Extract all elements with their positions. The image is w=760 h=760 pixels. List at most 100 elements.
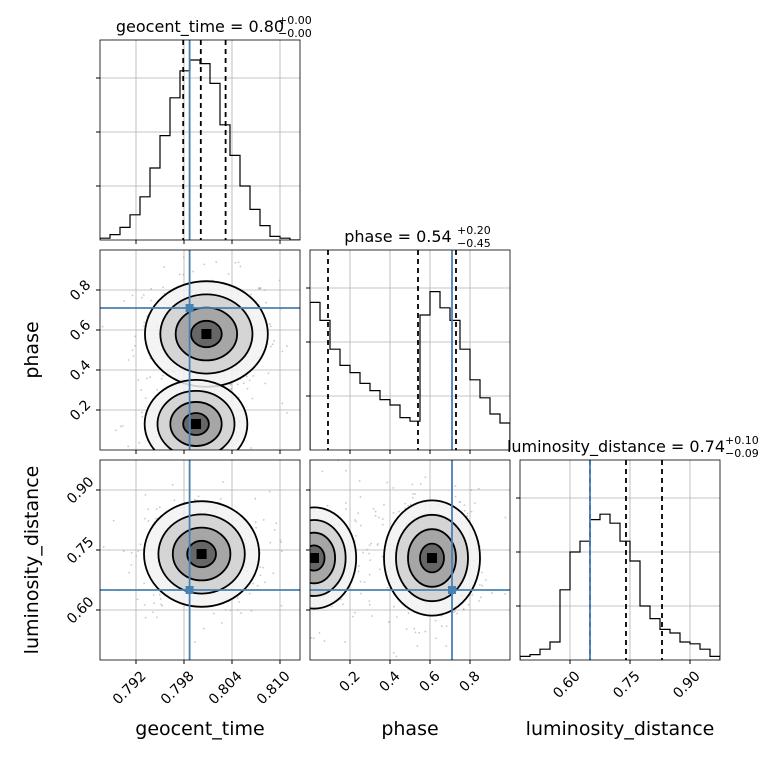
sample-point xyxy=(252,375,255,377)
sample-point xyxy=(158,593,161,596)
sample-point xyxy=(303,629,305,631)
sample-point xyxy=(178,273,181,276)
sample-point xyxy=(303,394,305,396)
sample-point xyxy=(424,476,427,479)
sample-point xyxy=(152,611,155,614)
ylabel-luminosity-distance: luminosity_distance xyxy=(21,466,43,655)
sample-point xyxy=(143,582,146,585)
sample-point xyxy=(296,529,298,531)
sample-point xyxy=(303,558,305,560)
sample-point xyxy=(452,611,455,614)
sample-point xyxy=(285,524,287,526)
sample-point xyxy=(130,551,133,554)
title-luminosity-distance-upper: +0.10 xyxy=(725,434,759,447)
density-peak-luminosity-distance-vs-geocent-time-0 xyxy=(196,549,207,559)
sample-point xyxy=(291,551,293,553)
sample-point xyxy=(424,630,427,633)
sample-point xyxy=(376,543,379,545)
sample-point xyxy=(256,584,259,587)
sample-point xyxy=(307,535,309,537)
sample-point xyxy=(445,645,448,647)
sample-point xyxy=(296,522,298,524)
sample-point xyxy=(355,520,358,523)
sample-point xyxy=(359,580,362,583)
sample-point xyxy=(481,571,483,574)
sample-point xyxy=(368,573,371,576)
sample-point xyxy=(180,450,182,452)
panels: 0.792 0.798 0.804 0.810 0.2 0.4 0.6 0.8 0.60 0.75… xyxy=(64,39,721,708)
sample-point xyxy=(140,389,143,392)
sample-point xyxy=(251,397,254,400)
ytick-label-phase-3: 0.8 xyxy=(67,277,94,304)
sample-point xyxy=(362,551,365,554)
sample-point xyxy=(463,509,466,512)
sample-point xyxy=(275,522,278,525)
sample-point xyxy=(215,261,218,263)
sample-point xyxy=(162,374,164,377)
sample-point xyxy=(301,554,303,556)
sample-point xyxy=(305,513,307,515)
sample-point xyxy=(152,594,155,596)
sample-point xyxy=(269,325,272,328)
sample-point xyxy=(370,542,373,545)
density-peak-luminosity-distance-vs-phase-1 xyxy=(310,553,319,563)
sample-point xyxy=(381,555,384,558)
contour-luminosity-distance-vs-phase-0-3 xyxy=(419,542,445,574)
sample-point xyxy=(102,545,105,548)
sample-point xyxy=(298,558,300,560)
sample-point xyxy=(321,470,324,473)
sample-point xyxy=(481,584,484,587)
sample-point xyxy=(121,425,124,427)
sample-point xyxy=(171,483,174,486)
sample-point xyxy=(357,564,360,567)
sample-point xyxy=(318,632,321,634)
sample-point xyxy=(211,469,213,471)
sample-point xyxy=(268,323,271,325)
contour-luminosity-distance-vs-phase-1-3 xyxy=(310,544,326,572)
sample-point xyxy=(262,566,265,569)
sample-point xyxy=(310,637,313,639)
sample-point xyxy=(283,546,285,548)
title-luminosity-distance-lower: −0.09 xyxy=(725,447,759,460)
hist-panel-phase xyxy=(310,250,510,450)
sample-point xyxy=(473,502,476,504)
sample-point xyxy=(359,592,362,595)
contour-luminosity-distance-vs-phase-1-1 xyxy=(310,519,347,597)
sample-point xyxy=(282,525,284,527)
sample-point xyxy=(228,474,230,476)
sample-point xyxy=(280,604,283,607)
sample-point xyxy=(279,539,282,542)
sample-point xyxy=(378,568,381,571)
sample-point xyxy=(203,263,206,266)
contour-phase-vs-geocent-time-1-2 xyxy=(169,401,223,447)
sample-point xyxy=(273,528,276,531)
sample-point xyxy=(268,490,271,493)
sample-point xyxy=(306,571,308,573)
sample-point xyxy=(287,562,289,564)
sample-point xyxy=(155,508,158,511)
sample-point xyxy=(276,577,278,579)
title-luminosity-distance-prefix: luminosity_distance = xyxy=(507,437,689,457)
sample-point xyxy=(369,559,372,561)
sample-point xyxy=(239,265,242,268)
sample-point xyxy=(281,560,283,562)
title-phase-upper: +0.20 xyxy=(457,224,491,237)
sample-point xyxy=(257,598,259,600)
sample-point xyxy=(254,497,257,500)
sample-point xyxy=(393,605,395,608)
sample-point xyxy=(395,655,398,658)
sample-point xyxy=(286,553,288,555)
sample-point xyxy=(225,452,227,454)
sample-point xyxy=(282,532,284,534)
title-geocent-time-lower: −0.00 xyxy=(278,27,312,40)
sample-point xyxy=(144,616,147,619)
xlabel-phase: phase xyxy=(381,718,438,740)
sample-point xyxy=(292,534,294,536)
histogram-luminosity-distance xyxy=(520,513,720,660)
sample-point xyxy=(357,512,360,515)
sample-point xyxy=(161,469,163,471)
density-peak-phase-vs-geocent-time-1 xyxy=(191,419,201,429)
sample-point xyxy=(285,562,287,564)
sample-point xyxy=(128,571,131,574)
sample-point xyxy=(411,483,414,486)
